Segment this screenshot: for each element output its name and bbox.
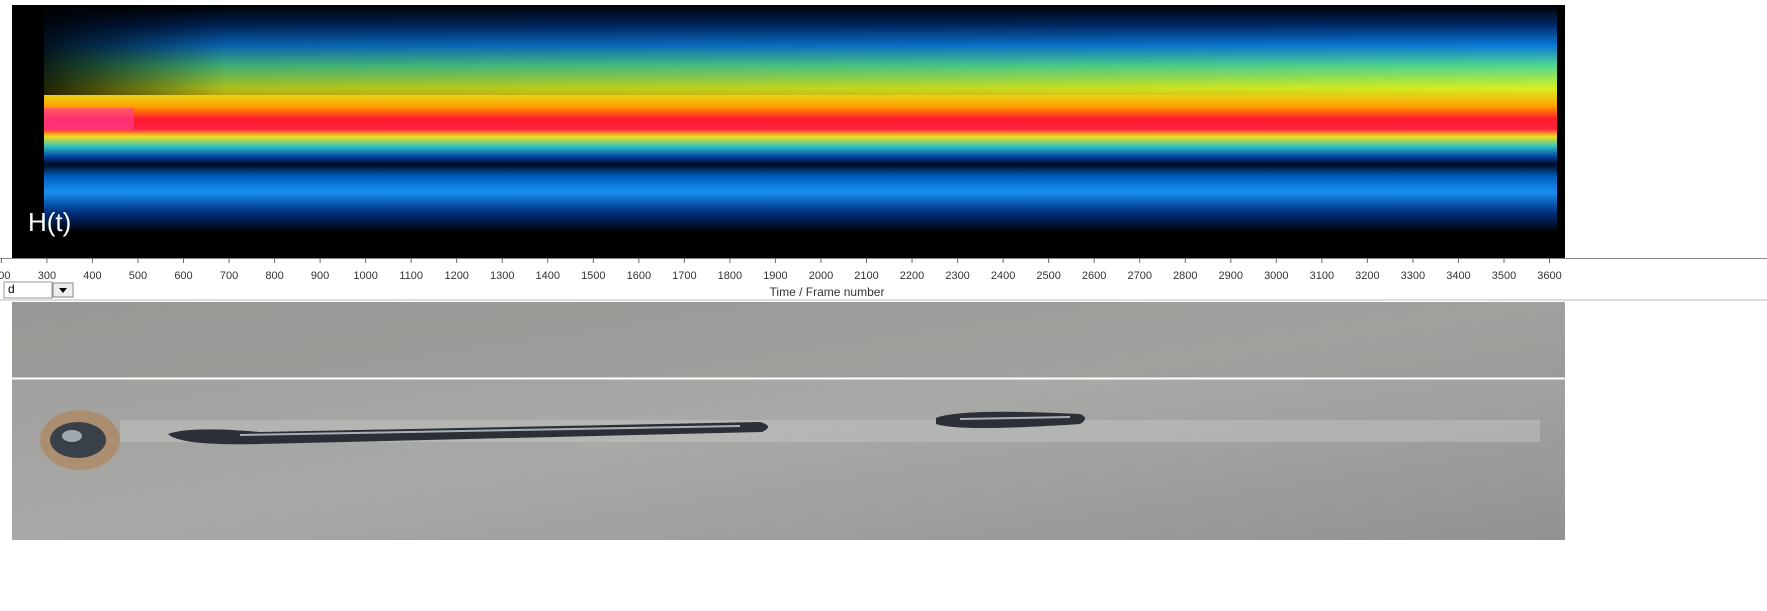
x-tick-label: 3400 — [1446, 270, 1470, 282]
x-tick-label: 1700 — [672, 270, 696, 282]
x-tick-label: 2200 — [900, 270, 924, 282]
x-tick-label: 2100 — [854, 270, 878, 282]
plot-label: H(t) — [28, 207, 71, 237]
x-tick-label: 2600 — [1082, 270, 1106, 282]
x-tick-label: 1900 — [763, 270, 787, 282]
x-tick-label: 1200 — [444, 270, 468, 282]
x-axis: Time / Frame number 200 300 400 500 600 700 80… — [0, 258, 1767, 299]
x-tick-label: 2900 — [1219, 270, 1243, 282]
x-tick-label: 2000 — [809, 270, 833, 282]
x-tick-label: 1000 — [353, 270, 377, 282]
x-tick-label: 1400 — [536, 270, 560, 282]
x-tick-label: 200 — [0, 270, 11, 282]
x-tick-label: 3500 — [1492, 270, 1516, 282]
screenshot: H(t) Time / Frame number 200 300 400 500 600… — [0, 0, 1767, 606]
x-tick-label: 1100 — [399, 270, 423, 282]
weld-photo — [12, 302, 1565, 540]
x-tick-label: 1800 — [718, 270, 742, 282]
dropdown-text: d — [8, 282, 15, 296]
x-tick-label: 2400 — [991, 270, 1015, 282]
x-tick-label: 1600 — [627, 270, 651, 282]
photo-region — [12, 302, 1565, 378]
x-tick-label: 3300 — [1401, 270, 1425, 282]
x-tick-label: 600 — [174, 270, 192, 282]
dropdown[interactable]: d — [4, 282, 73, 298]
x-tick-label: 3200 — [1355, 270, 1379, 282]
x-tick-label: 1300 — [490, 270, 514, 282]
weld-highlight — [62, 430, 82, 442]
x-tick-label: 3000 — [1264, 270, 1288, 282]
x-tick-label: 500 — [129, 270, 147, 282]
x-tick-label: 2800 — [1173, 270, 1197, 282]
axis-title: Time / Frame number — [770, 285, 885, 299]
heatmap-peak — [44, 108, 134, 130]
x-tick-label: 2300 — [945, 270, 969, 282]
x-tick-label: 2500 — [1036, 270, 1060, 282]
x-tick-label: 1500 — [581, 270, 605, 282]
heatmap: H(t) — [12, 5, 1565, 258]
x-tick-label: 800 — [265, 270, 283, 282]
x-tick-label: 3600 — [1537, 270, 1561, 282]
x-tick-label: 400 — [83, 270, 101, 282]
x-tick-label: 700 — [220, 270, 238, 282]
separator — [0, 299, 1767, 301]
x-tick-label: 3100 — [1310, 270, 1334, 282]
heatmap-shade — [44, 5, 1557, 95]
x-tick-label: 300 — [38, 270, 56, 282]
x-tick-label: 2700 — [1127, 270, 1151, 282]
x-tick-label: 900 — [311, 270, 329, 282]
